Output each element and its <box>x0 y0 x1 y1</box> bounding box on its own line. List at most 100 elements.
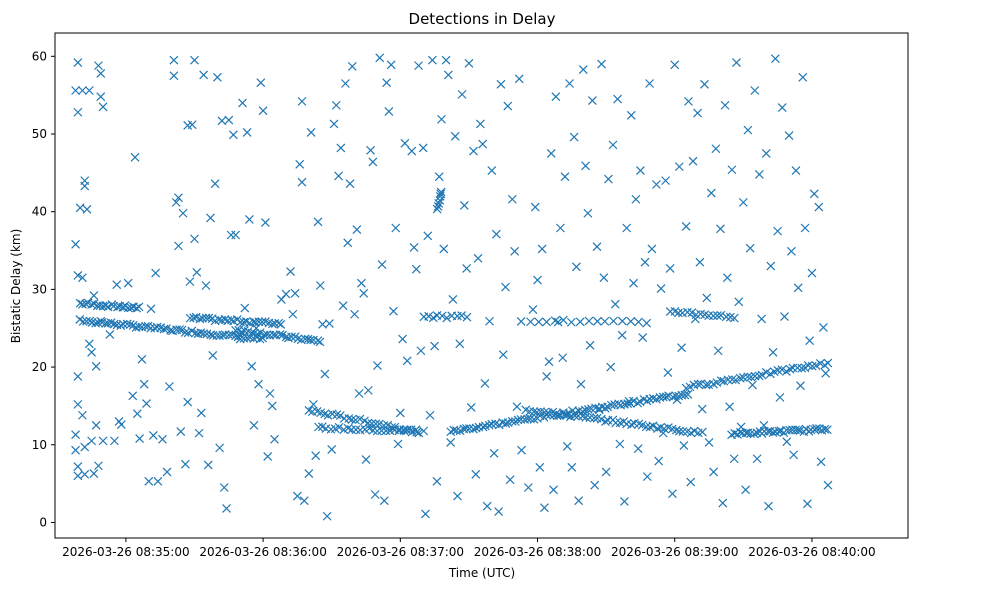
data-point-track-k <box>823 358 833 368</box>
data-point-clutter <box>96 68 106 78</box>
y-tick-label: 10 <box>32 438 47 452</box>
data-point-clutter <box>334 171 343 181</box>
data-point-track-d <box>262 330 272 340</box>
data-point-clutter <box>137 354 147 364</box>
data-point-cluster-2 <box>462 312 472 322</box>
data-point-clutter <box>130 152 140 162</box>
data-point-clutter <box>629 278 639 288</box>
data-point-track-d <box>306 335 315 345</box>
data-point-clutter <box>240 303 250 313</box>
data-point-clutter <box>501 282 510 292</box>
data-point-clutter <box>674 162 684 172</box>
data-point-track-d <box>271 330 281 340</box>
data-point-clutter <box>590 480 600 490</box>
data-point-clutter <box>603 174 613 184</box>
data-point-clutter <box>219 483 229 492</box>
data-point-clutter <box>178 208 188 218</box>
data-point-clutter <box>379 496 389 506</box>
data-point-clutter <box>791 166 801 175</box>
data-point-clutter <box>361 455 371 464</box>
data-point-clutter <box>546 148 556 158</box>
data-point-track-a <box>78 299 87 309</box>
data-point-clutter <box>71 239 81 249</box>
data-point-clutter <box>183 397 193 407</box>
data-point-clutter <box>78 86 87 95</box>
data-point-clutter <box>196 408 206 418</box>
data-point-clutter <box>391 223 401 233</box>
data-point-track-k <box>735 373 745 383</box>
data-point-track-g <box>507 416 517 426</box>
data-point-clutter <box>672 395 682 405</box>
data-point-clutter <box>507 194 517 204</box>
data-point-track-g <box>583 405 593 414</box>
data-point-clutter <box>265 389 275 398</box>
data-point-clutter <box>786 246 796 256</box>
data-point-clutter <box>206 213 215 223</box>
data-point-clutter <box>679 441 689 450</box>
data-point-clutter <box>297 96 307 106</box>
data-point-track-f <box>347 425 356 435</box>
y-tick-label: 30 <box>32 282 47 296</box>
data-point-clutter <box>96 92 106 102</box>
data-point-track-k <box>723 375 733 385</box>
data-point-clutter <box>642 472 652 482</box>
data-point-clutter <box>656 284 666 294</box>
data-point-clutter <box>716 224 725 234</box>
data-point-clutter <box>73 58 83 67</box>
data-point-clutter <box>480 378 490 388</box>
x-axis: 2026-03-26 08:35:00 2026-03-26 08:36:00 20… <box>62 538 876 559</box>
data-point-track-k <box>754 371 764 381</box>
data-point-clutter <box>782 437 792 447</box>
data-point-clutter <box>535 462 545 472</box>
data-point-track-b <box>93 318 103 328</box>
data-point-clutter <box>668 489 677 499</box>
data-point-track-h <box>674 426 684 436</box>
data-point-clutter <box>686 477 696 487</box>
data-point-track-f <box>351 425 361 435</box>
data-point-track-d <box>283 333 293 343</box>
data-point-clutter <box>94 461 103 471</box>
data-point-clutter <box>455 339 465 349</box>
data-point-clutter <box>437 114 446 124</box>
data-point-clutter <box>352 225 362 234</box>
data-point-track-g <box>633 398 643 408</box>
data-point-clutter <box>814 202 824 212</box>
data-point-clutter <box>736 422 746 432</box>
data-point-clutter <box>727 165 737 175</box>
data-point-track-h <box>589 413 599 423</box>
data-point-track-j <box>729 313 739 323</box>
data-point-clutter <box>576 379 586 389</box>
data-point-clutter <box>174 193 183 203</box>
data-point-track-d <box>300 334 310 344</box>
data-point-clutter <box>459 201 469 210</box>
data-point-track-e <box>339 414 349 423</box>
data-point-clutter <box>569 132 579 142</box>
data-point-track-d <box>315 337 325 347</box>
data-point-clutter <box>693 108 703 118</box>
data-point-clutter <box>665 263 675 273</box>
data-point-clutter <box>441 55 451 65</box>
data-point-clutter <box>84 339 94 349</box>
data-point-clutter <box>553 317 563 327</box>
data-point-clutter <box>485 316 494 326</box>
data-point-clutter <box>610 299 620 309</box>
data-point-track-i <box>566 317 576 327</box>
data-point-track-b <box>175 325 185 334</box>
data-point-track-j <box>712 311 722 321</box>
data-point-cluster-1 <box>433 202 443 211</box>
data-point-clutter <box>443 70 453 80</box>
data-point-track-g <box>469 424 478 434</box>
data-point-clutter <box>784 131 794 140</box>
data-point-clutter <box>517 445 526 455</box>
data-point-clutter <box>812 424 821 433</box>
data-point-track-i <box>516 317 526 326</box>
data-point-clutter <box>194 428 204 438</box>
data-point-clutter <box>571 262 581 272</box>
data-point-clutter <box>350 309 360 319</box>
data-point-clutter <box>288 309 298 319</box>
data-point-clutter <box>71 430 81 440</box>
data-point-track-e <box>371 419 381 429</box>
data-point-track-k <box>727 375 737 384</box>
data-point-track-d <box>293 334 303 344</box>
data-point-track-k <box>757 370 767 380</box>
